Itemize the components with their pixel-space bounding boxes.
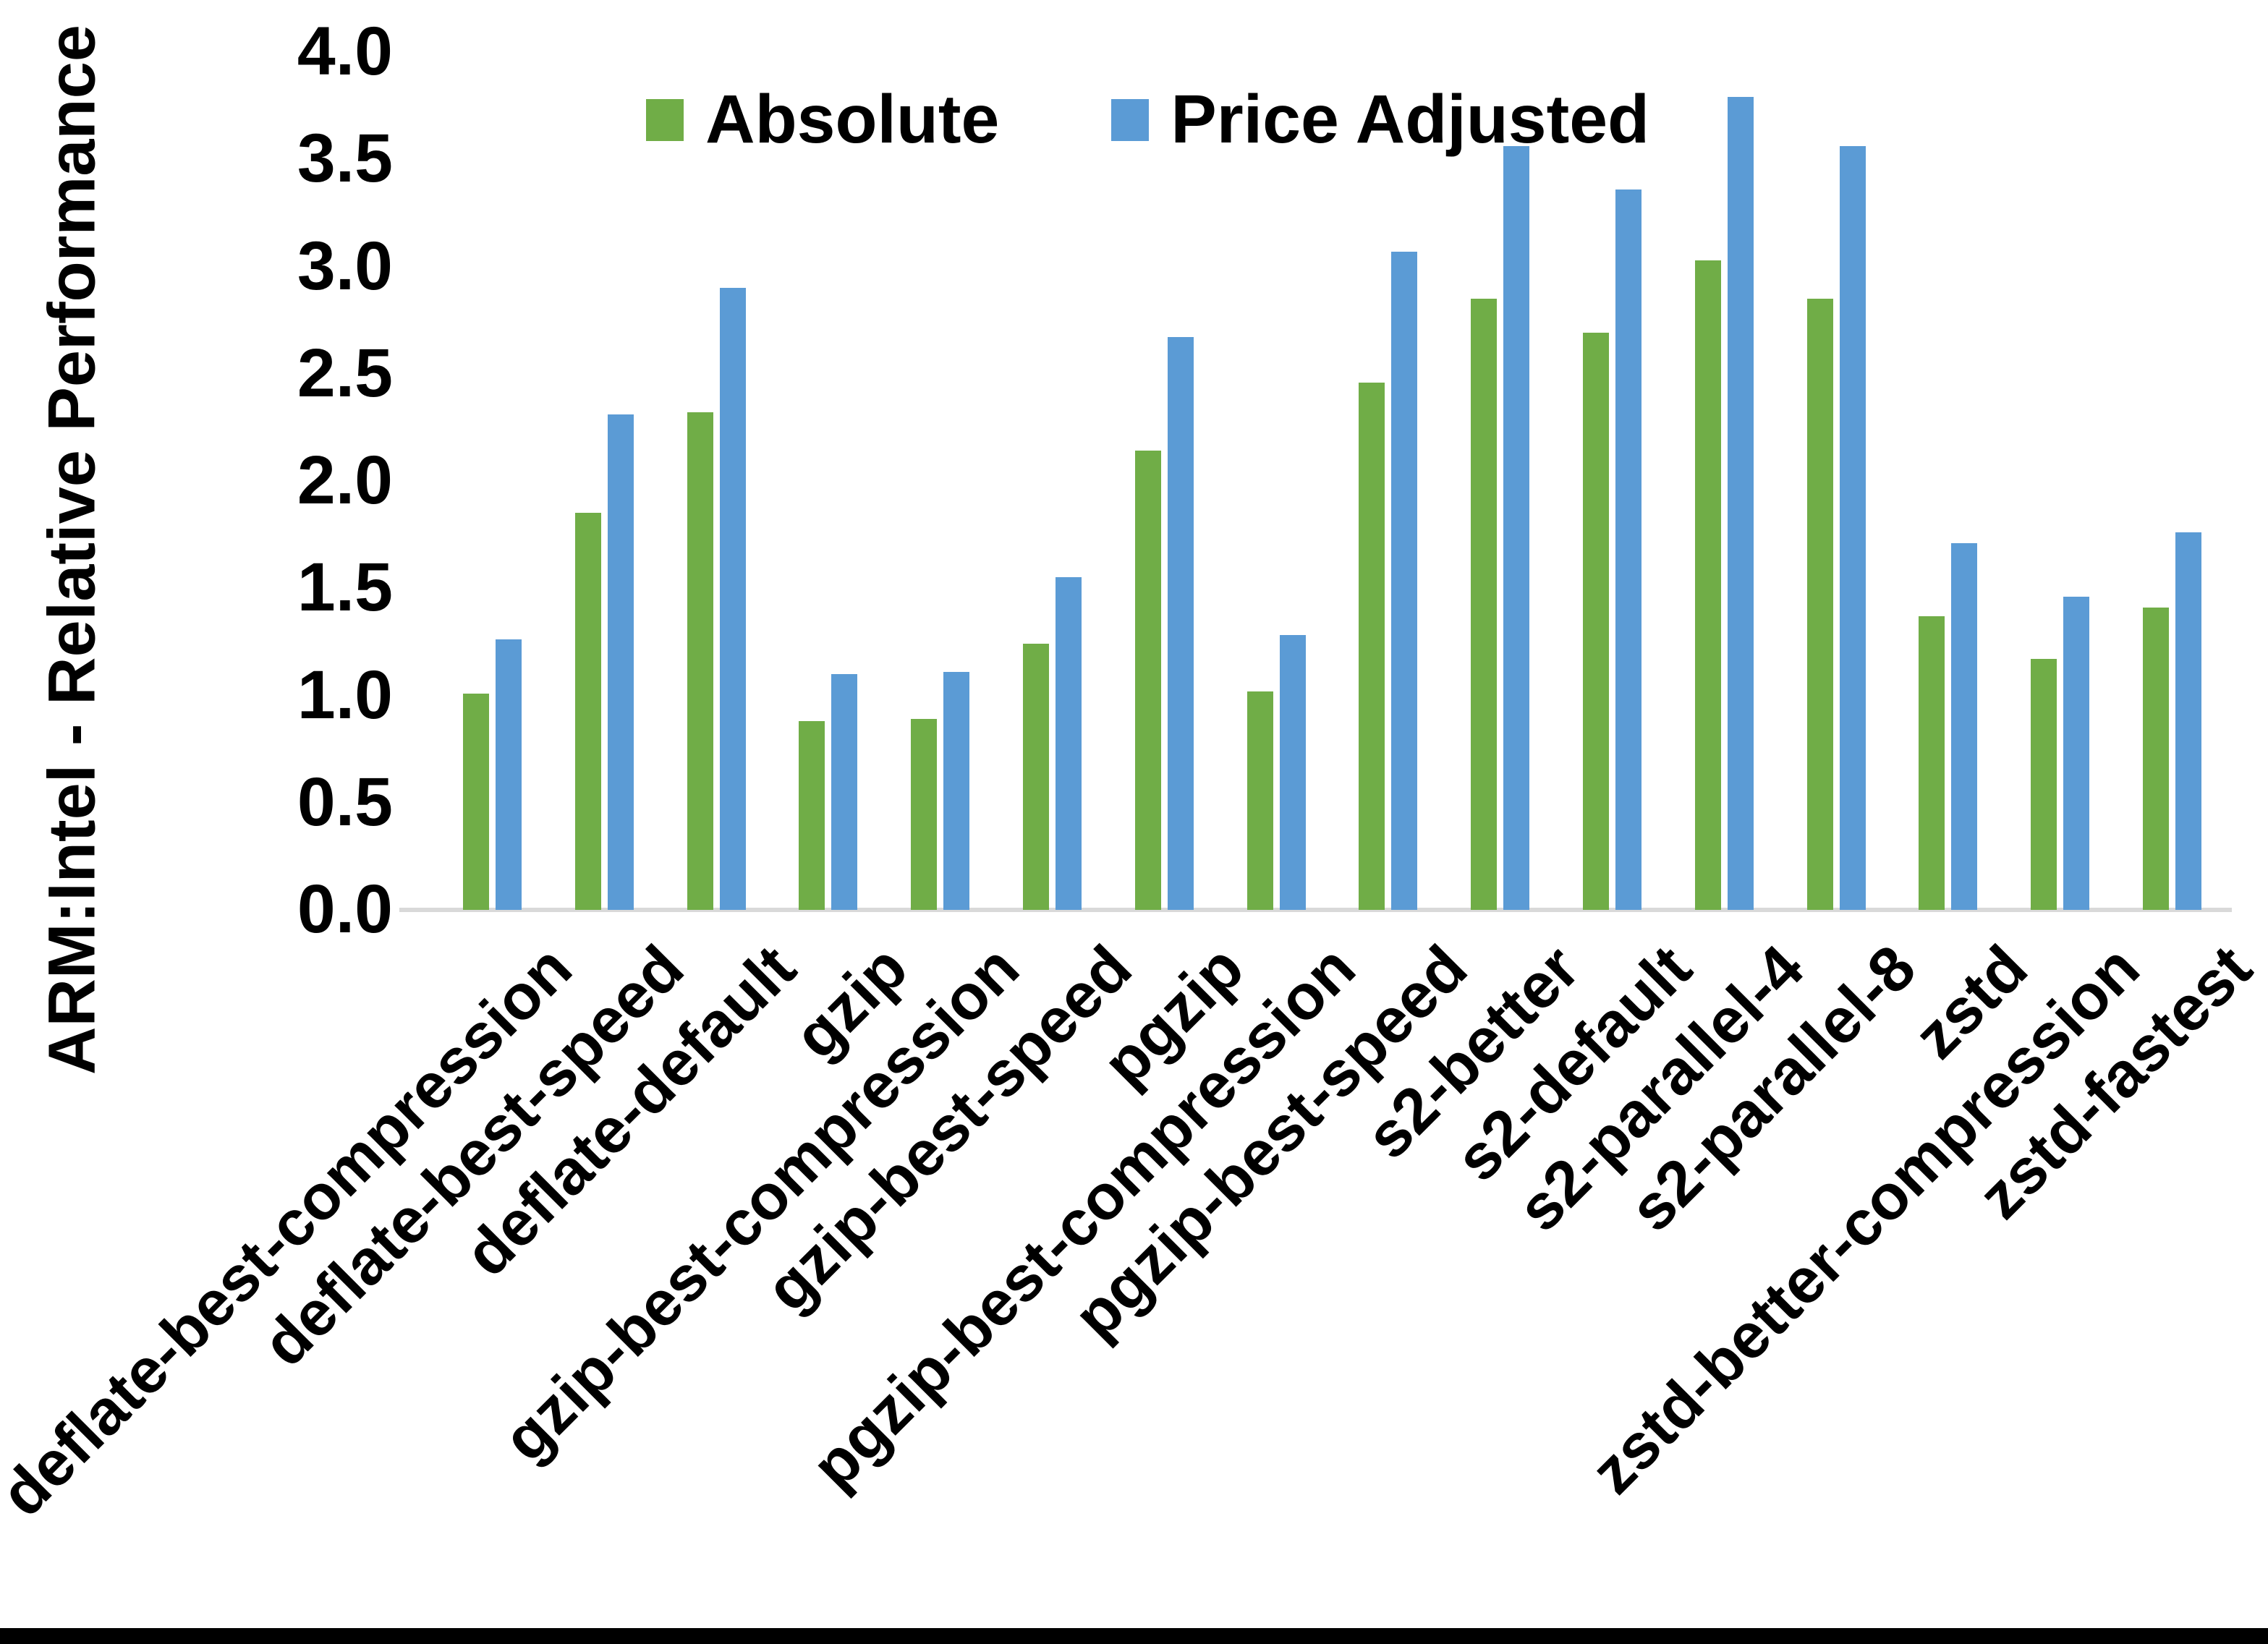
bar-absolute-deflate-best-speed bbox=[574, 513, 601, 910]
legend-label: Absolute bbox=[705, 81, 1000, 158]
bar-absolute-deflate-best-compression bbox=[463, 693, 489, 910]
bar-absolute-gzip-best-speed bbox=[1023, 644, 1049, 910]
bar-price-adjusted-deflate-default bbox=[719, 288, 746, 910]
bar-absolute-s2-default bbox=[1583, 333, 1609, 910]
y-tick-label-3.5: 3.5 bbox=[297, 120, 393, 197]
y-axis-title: ARM:Intel - Relative Performance bbox=[35, 25, 109, 1075]
bar-price-adjusted-s2-parallel-8 bbox=[1839, 146, 1866, 910]
x-axis-line bbox=[399, 908, 2232, 912]
bar-absolute-s2-parallel-8 bbox=[1806, 298, 1833, 910]
bar-price-adjusted-deflate-best-compression bbox=[496, 639, 522, 910]
bar-absolute-gzip-best-compression bbox=[911, 719, 938, 910]
y-tick-label-2.0: 2.0 bbox=[297, 442, 393, 519]
bar-absolute-pgzip-best-speed bbox=[1359, 382, 1385, 910]
bar-absolute-s2-better bbox=[1471, 298, 1498, 910]
bar-absolute-gzip bbox=[799, 721, 825, 910]
bar-price-adjusted-pgzip-best-speed bbox=[1391, 251, 1418, 910]
bar-price-adjusted-gzip bbox=[831, 673, 858, 910]
bar-price-adjusted-zstd bbox=[1951, 542, 1978, 910]
bar-absolute-zstd-fastest bbox=[2143, 607, 2169, 910]
y-tick-label-0.0: 0.0 bbox=[297, 871, 393, 947]
bar-price-adjusted-s2-better bbox=[1503, 146, 1530, 910]
y-tick-label-1.0: 1.0 bbox=[297, 656, 393, 733]
legend-label: Price Adjusted bbox=[1171, 81, 1650, 158]
y-tick-label-4.0: 4.0 bbox=[297, 13, 393, 90]
y-tick-label-0.5: 0.5 bbox=[297, 763, 393, 840]
bar-price-adjusted-pgzip bbox=[1167, 337, 1194, 910]
legend-swatch-icon bbox=[1111, 98, 1150, 141]
bar-absolute-deflate-default bbox=[687, 412, 713, 910]
bar-price-adjusted-s2-default bbox=[1615, 189, 1641, 910]
y-tick-label-1.5: 1.5 bbox=[297, 549, 393, 626]
legend-swatch-icon bbox=[646, 98, 684, 141]
bar-price-adjusted-gzip-best-compression bbox=[943, 671, 970, 910]
chart-legend: Absolute Price Adjusted bbox=[646, 85, 1649, 154]
legend-entry-price-adjusted: Price Adjusted bbox=[1111, 85, 1649, 154]
bottom-border-bar bbox=[0, 1628, 2268, 1644]
bar-absolute-zstd-better-compression bbox=[2031, 659, 2057, 910]
bar-price-adjusted-pgzip-best-compression bbox=[1279, 635, 1306, 910]
bar-absolute-zstd bbox=[1919, 616, 1945, 910]
bar-price-adjusted-zstd-fastest bbox=[2175, 532, 2201, 910]
bar-price-adjusted-gzip-best-speed bbox=[1056, 577, 1082, 910]
y-tick-label-3.0: 3.0 bbox=[297, 227, 393, 304]
bar-absolute-pgzip-best-compression bbox=[1246, 691, 1273, 910]
bar-price-adjusted-deflate-best-speed bbox=[607, 414, 634, 910]
bar-absolute-s2-parallel-4 bbox=[1694, 260, 1721, 910]
legend-entry-absolute: Absolute bbox=[646, 85, 999, 154]
bar-price-adjusted-s2-parallel-4 bbox=[1727, 97, 1754, 910]
y-tick-label-2.5: 2.5 bbox=[297, 334, 393, 412]
bar-price-adjusted-zstd-better-compression bbox=[2063, 597, 2090, 910]
bar-absolute-pgzip bbox=[1134, 451, 1161, 910]
